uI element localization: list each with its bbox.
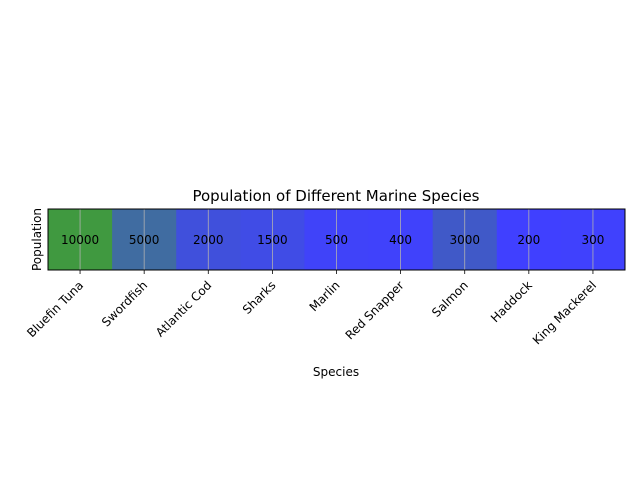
y-axis-label: Population (30, 208, 44, 271)
x-tick-label: King Mackerel (530, 278, 599, 347)
x-tick-label: Bluefin Tuna (24, 278, 86, 340)
x-tick-label: Haddock (488, 278, 535, 325)
x-tick-label: Red Snapper (343, 278, 407, 342)
data-label: 400 (389, 233, 412, 247)
chart-title: Population of Different Marine Species (192, 187, 479, 205)
data-labels: 10000 5000 2000 1500 500 400 3000 200 300 (61, 233, 604, 247)
data-label: 500 (325, 233, 348, 247)
x-tick-label: Swordfish (99, 278, 150, 329)
x-tick-label: Salmon (429, 278, 471, 320)
data-label: 300 (581, 233, 604, 247)
data-label: 5000 (129, 233, 160, 247)
data-label: 3000 (449, 233, 480, 247)
data-label: 1500 (257, 233, 288, 247)
x-tick-label: Atlantic Cod (153, 278, 214, 339)
data-label: 2000 (193, 233, 224, 247)
data-label: 10000 (61, 233, 99, 247)
x-tick-label: Sharks (240, 278, 279, 317)
x-axis-ticks: Bluefin Tuna Swordfish Atlantic Cod Sharks M… (24, 270, 599, 347)
gridlines (79, 209, 594, 270)
x-axis-label: Species (313, 365, 359, 379)
data-label: 200 (517, 233, 540, 247)
x-tick-label: Marlin (307, 278, 343, 314)
